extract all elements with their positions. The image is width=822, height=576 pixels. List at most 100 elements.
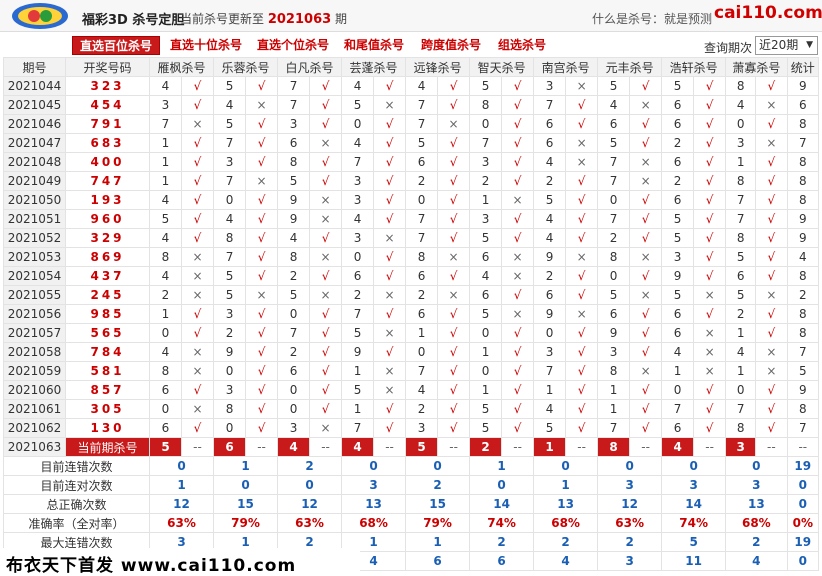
check-icon: √	[755, 418, 788, 438]
stats-row: 准确率（全对率） 63% 79% 63% 68% 79% 74% 68% 63% 74% 68% 0%	[3, 513, 820, 533]
kill-number-cell: 4	[405, 76, 439, 96]
kill-number-cell: 7	[213, 133, 247, 153]
cross-icon: ×	[565, 133, 599, 153]
cross-icon: ×	[755, 361, 788, 381]
col-expert-6: 智天杀号	[469, 57, 535, 77]
tab-hundreds-kill[interactable]: 直选百位杀号	[72, 36, 161, 55]
check-icon: √	[437, 152, 471, 172]
stats-value: 2	[597, 532, 663, 552]
cross-icon: ×	[565, 304, 599, 324]
check-icon: √	[309, 304, 343, 324]
kill-number-cell: 0	[213, 190, 247, 210]
draw-number-cell: 193	[65, 190, 150, 210]
query-period-select[interactable]: 近20期 ▼	[755, 36, 818, 55]
check-icon: √	[755, 304, 788, 324]
kill-number-cell: 5	[533, 190, 567, 210]
kill-number-cell: 5	[469, 304, 503, 324]
query-period-value: 近20期	[759, 38, 799, 52]
stat-cell: 7	[786, 342, 820, 362]
kill-number-cell: 7	[277, 95, 311, 115]
check-icon: √	[693, 209, 727, 229]
stat-cell: 8	[786, 304, 820, 324]
stat-cell: 2	[786, 285, 820, 305]
table-row: 2021062 130 6 √ 0 √ 3 × 7 √ 3 √ 5 √ 5 √ 7 √ 6 √ 8 √ 7	[3, 418, 820, 438]
check-icon: √	[629, 399, 663, 419]
kill-number-cell: 9	[277, 209, 311, 229]
draw-number-cell: 581	[65, 361, 150, 381]
stats-value: 0	[786, 551, 820, 571]
draw-number-cell: 857	[65, 380, 150, 400]
check-icon: √	[693, 266, 727, 286]
check-icon: √	[565, 171, 599, 191]
kill-number-cell: 5	[213, 114, 247, 134]
kill-number-cell: 5	[597, 133, 631, 153]
cross-icon: ×	[755, 342, 788, 362]
kill-number-cell: 2	[277, 266, 311, 286]
draw-number-cell: 960	[65, 209, 150, 229]
kill-number-cell: 7	[405, 114, 439, 134]
pending-mark: --	[180, 437, 215, 457]
kill-number-cell: 5	[213, 285, 247, 305]
cross-icon: ×	[501, 304, 535, 324]
kill-number-cell: 6	[533, 133, 567, 153]
check-icon: √	[629, 380, 663, 400]
cross-icon: ×	[373, 95, 407, 115]
kill-number-cell: 5	[469, 228, 503, 248]
cross-icon: ×	[629, 152, 663, 172]
check-icon: √	[629, 323, 663, 343]
kill-number-hint-link[interactable]: 什么是杀号：就是预测	[592, 12, 713, 26]
check-icon: √	[437, 342, 471, 362]
check-icon: √	[245, 304, 279, 324]
check-icon: √	[180, 228, 215, 248]
check-icon: √	[755, 76, 788, 96]
issue-cell: 2021054	[3, 266, 66, 286]
kill-number-cell: 3	[341, 228, 375, 248]
kill-number-cell: 1	[661, 361, 695, 381]
cross-icon: ×	[501, 266, 535, 286]
check-icon: √	[245, 190, 279, 210]
check-icon: √	[373, 247, 407, 267]
check-icon: √	[565, 228, 599, 248]
kill-number-cell: 6	[277, 133, 311, 153]
cross-icon: ×	[565, 76, 599, 96]
check-icon: √	[180, 190, 215, 210]
check-icon: √	[755, 247, 788, 267]
cross-icon: ×	[629, 361, 663, 381]
stats-value: 0	[786, 475, 820, 495]
current-kill-label: 当前期杀号	[65, 437, 150, 457]
tab-sum-tail-kill[interactable]: 和尾值杀号	[344, 38, 405, 52]
stats-value: 13	[725, 494, 788, 514]
cross-icon: ×	[180, 399, 215, 419]
tab-group-kill[interactable]: 组选杀号	[498, 38, 547, 52]
cross-icon: ×	[755, 95, 788, 115]
check-icon: √	[565, 418, 599, 438]
draw-number-cell: 784	[65, 342, 150, 362]
check-icon: √	[245, 133, 279, 153]
kill-number-cell: 3	[533, 76, 567, 96]
stat-cell: 5	[786, 361, 820, 381]
kill-number-cell: 0	[597, 190, 631, 210]
kill-number-cell: 3	[213, 380, 247, 400]
stat-cell: 8	[786, 171, 820, 191]
current-kill-number: 5	[149, 437, 182, 457]
stats-value: 1	[405, 532, 471, 552]
check-icon: √	[245, 114, 279, 134]
kill-number-cell: 0	[469, 361, 503, 381]
tab-tens-kill[interactable]: 直选十位杀号	[170, 38, 243, 52]
kill-number-cell: 5	[213, 266, 247, 286]
kill-number-cell: 9	[533, 247, 567, 267]
tab-span-kill[interactable]: 跨度值杀号	[421, 38, 482, 52]
stat-cell: 8	[786, 323, 820, 343]
stats-value: 2	[405, 475, 471, 495]
check-icon: √	[309, 114, 343, 134]
check-icon: √	[180, 171, 215, 191]
cross-icon: ×	[693, 323, 727, 343]
tab-units-kill[interactable]: 直选个位杀号	[257, 38, 330, 52]
table-row: 2021052 329 4 √ 8 √ 4 √ 3 × 7 √ 5 √ 4 √ 2 √ 5 √ 8 √ 9	[3, 228, 820, 248]
check-icon: √	[309, 266, 343, 286]
stats-value: 0	[469, 475, 535, 495]
check-icon: √	[180, 76, 215, 96]
issue-cell: 2021056	[3, 304, 66, 324]
kill-number-cell: 4	[341, 209, 375, 229]
draw-number-cell: 400	[65, 152, 150, 172]
